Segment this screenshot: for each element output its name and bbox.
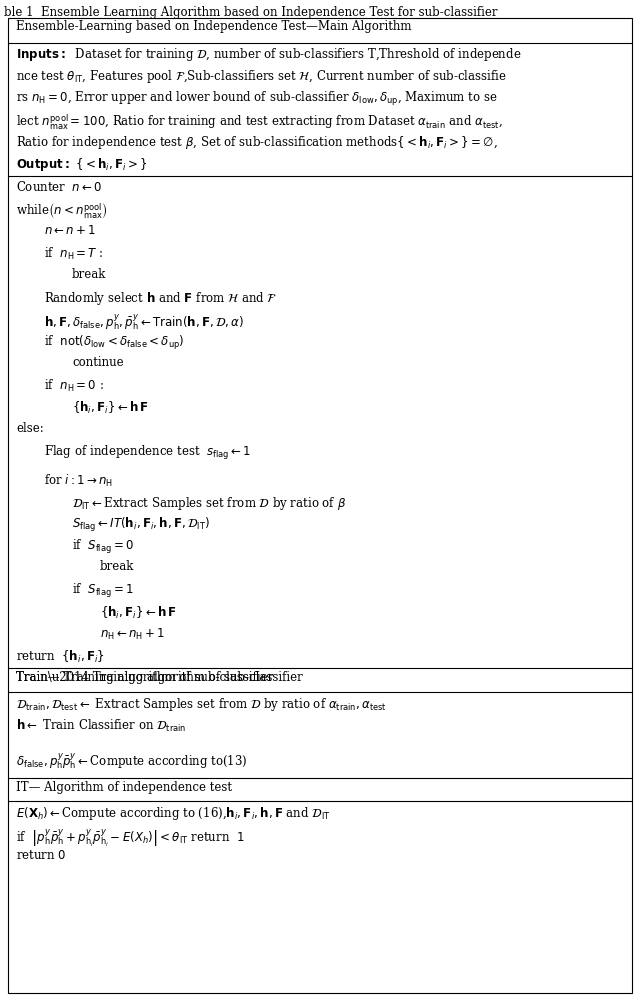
Text: $n_{\mathrm{H}}\leftarrow n_{\mathrm{H}}+1$: $n_{\mathrm{H}}\leftarrow n_{\mathrm{H}}… xyxy=(100,626,165,641)
Text: Ensemble-Learning based on Independence Test—Main Algorithm: Ensemble-Learning based on Independence … xyxy=(16,20,412,33)
Text: $\mathbf{Output:}$ $\{<\mathbf{h}_i,\mathbf{F}_i>\}$: $\mathbf{Output:}$ $\{<\mathbf{h}_i,\mat… xyxy=(16,156,148,173)
Text: Flag of independence test  $s_{\mathrm{flag}}\leftarrow 1$: Flag of independence test $s_{\mathrm{fl… xyxy=(44,444,251,462)
Text: Ratio for independence test $\beta$, Set of sub-classification methods$\{<\mathb: Ratio for independence test $\beta$, Set… xyxy=(16,134,498,151)
Text: return  $\left\{\mathbf{h}_i,\mathbf{F}_i\right\}$: return $\left\{\mathbf{h}_i,\mathbf{F}_i… xyxy=(16,648,105,664)
Text: $\left\{\mathbf{h}_i,\mathbf{F}_i\right\}\leftarrow\mathbf{h}\,\mathbf{F}$: $\left\{\mathbf{h}_i,\mathbf{F}_i\right\… xyxy=(72,400,148,416)
Text: else:: else: xyxy=(16,422,44,435)
Text: $\mathcal{D}_{\mathrm{train}},\mathcal{D}_{\mathrm{test}}\leftarrow$ Extract Sam: $\mathcal{D}_{\mathrm{train}},\mathcal{D… xyxy=(16,696,387,713)
Text: Train\u2014 Training algorithm of sub-classifier: Train\u2014 Training algorithm of sub-cl… xyxy=(16,671,303,684)
Text: Randomly select $\mathbf{h}$ and $\mathbf{F}$ from $\mathcal{H}$ and $\mathcal{F: Randomly select $\mathbf{h}$ and $\mathb… xyxy=(44,290,277,307)
Text: if  $S_{\mathrm{flag}}=0$: if $S_{\mathrm{flag}}=0$ xyxy=(72,538,134,556)
Text: $\mathbf{Inputs:}$  Dataset for training $\mathcal{D}$, number of sub-classifier: $\mathbf{Inputs:}$ Dataset for training … xyxy=(16,46,522,63)
Text: nce test $\theta_{\mathrm{IT}}$, Features pool $\mathcal{F}$,Sub-classifiers set: nce test $\theta_{\mathrm{IT}}$, Feature… xyxy=(16,68,507,85)
Text: $E(\mathbf{X}_h)\leftarrow$Compute according to (16),$\mathbf{h}_i,\mathbf{F}_i,: $E(\mathbf{X}_h)\leftarrow$Compute accor… xyxy=(16,805,331,822)
Text: $\mathbf{h},\mathbf{F},\delta_{\mathrm{false}},p_{\mathrm{h}}^{y},\bar{p}_{\math: $\mathbf{h},\mathbf{F},\delta_{\mathrm{f… xyxy=(44,312,244,332)
Text: break: break xyxy=(100,560,134,573)
Text: break: break xyxy=(72,268,106,281)
Text: if  $n_{\mathrm{H}}=T$ :: if $n_{\mathrm{H}}=T$ : xyxy=(44,246,104,262)
Text: $\delta_{\mathrm{false}},p_{\mathrm{h}}^{y}\bar{p}_{\mathrm{h}}^{y}\leftarrow$Co: $\delta_{\mathrm{false}},p_{\mathrm{h}}^… xyxy=(16,751,248,771)
Text: IT— Algorithm of independence test: IT— Algorithm of independence test xyxy=(16,780,232,793)
Text: if  $\left|p_{\mathrm{h}}^{y}\bar{p}_{\mathrm{h}}^{y}+p_{\mathrm{h}_i}^{y}\bar{p: if $\left|p_{\mathrm{h}}^{y}\bar{p}_{\ma… xyxy=(16,827,244,848)
Text: while$\left(n<n_{\mathrm{max}}^{\mathrm{pool}}\right)$: while$\left(n<n_{\mathrm{max}}^{\mathrm{… xyxy=(16,202,108,222)
Text: continue: continue xyxy=(72,356,124,369)
Text: if  $\mathrm{not}(\delta_{\mathrm{low}}<\delta_{\mathrm{false}}<\delta_{\mathrm{: if $\mathrm{not}(\delta_{\mathrm{low}}<\… xyxy=(44,334,184,352)
Text: Train— Training algorithm of sub-classifier: Train— Training algorithm of sub-classif… xyxy=(16,671,273,684)
Text: $\mathcal{D}_{\mathrm{IT}}\leftarrow$Extract Samples set from $\mathcal{D}$ by r: $\mathcal{D}_{\mathrm{IT}}\leftarrow$Ext… xyxy=(72,495,346,511)
Text: $\mathbf{h}\leftarrow$ Train Classifier on $\mathcal{D}_{\mathrm{train}}$: $\mathbf{h}\leftarrow$ Train Classifier … xyxy=(16,718,186,734)
Text: if  $n_{\mathrm{H}}=0$ :: if $n_{\mathrm{H}}=0$ : xyxy=(44,378,104,394)
Text: for $i:1\rightarrow n_{\mathrm{H}}$: for $i:1\rightarrow n_{\mathrm{H}}$ xyxy=(44,473,113,489)
Text: $S_{\mathrm{flag}}\leftarrow IT(\mathbf{h}_i,\mathbf{F}_i,\mathbf{h},\mathbf{F},: $S_{\mathrm{flag}}\leftarrow IT(\mathbf{… xyxy=(72,516,210,534)
Text: rs $n_{\mathrm{H}}=0$, Error upper and lower bound of sub-classifier $\delta_{\m: rs $n_{\mathrm{H}}=0$, Error upper and l… xyxy=(16,90,498,108)
Text: lect $n_{\mathrm{max}}^{\mathrm{pool}}=100$, Ratio for training and test extract: lect $n_{\mathrm{max}}^{\mathrm{pool}}=1… xyxy=(16,112,503,132)
Text: $n\leftarrow n+1$: $n\leftarrow n+1$ xyxy=(44,224,96,237)
Text: Counter  $n\leftarrow 0$: Counter $n\leftarrow 0$ xyxy=(16,180,102,194)
Text: if  $S_{\mathrm{flag}}=1$: if $S_{\mathrm{flag}}=1$ xyxy=(72,582,134,600)
Text: ble 1  Ensemble Learning Algorithm based on Independence Test for sub-classifier: ble 1 Ensemble Learning Algorithm based … xyxy=(4,6,497,19)
Text: $\left\{\mathbf{h}_i,\mathbf{F}_i\right\}\leftarrow\mathbf{h}\,\mathbf{F}$: $\left\{\mathbf{h}_i,\mathbf{F}_i\right\… xyxy=(100,604,177,620)
Text: return $0$: return $0$ xyxy=(16,849,67,862)
